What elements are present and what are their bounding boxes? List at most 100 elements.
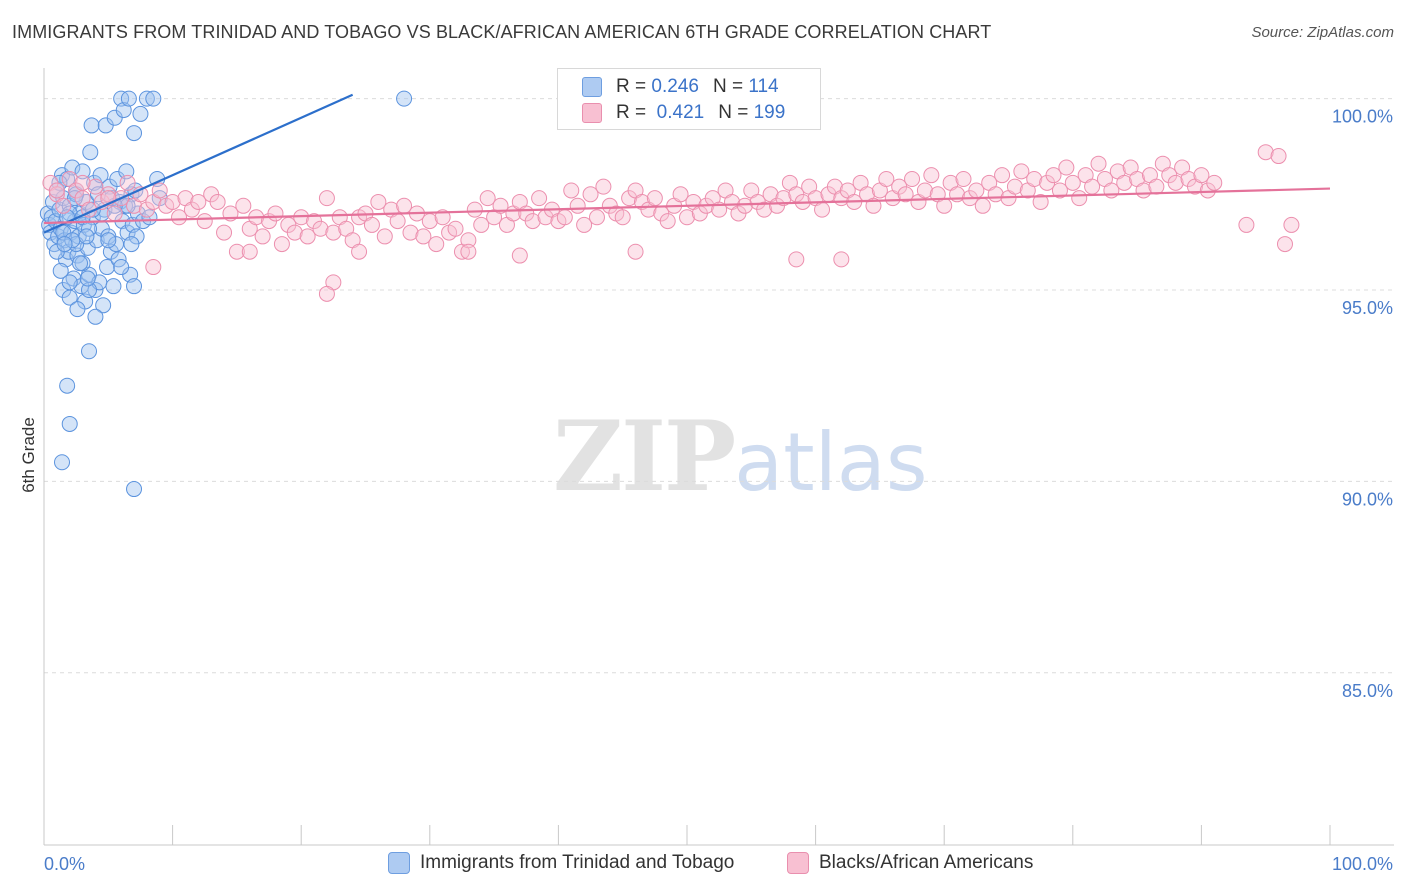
black-point — [318, 190, 335, 207]
black-point — [151, 182, 168, 199]
legend-r-value: 0.421 — [656, 102, 705, 123]
black-point — [1193, 167, 1210, 184]
black-point — [447, 220, 464, 237]
trinidad-point — [100, 232, 117, 249]
black-point — [814, 201, 831, 218]
black-point — [100, 186, 117, 203]
black-point — [1148, 178, 1165, 195]
black-point — [1116, 174, 1133, 191]
black-point — [788, 251, 805, 268]
black-point — [190, 193, 207, 210]
black-point — [466, 201, 483, 218]
black-point — [878, 171, 895, 187]
x-tick-label-min: 0.0% — [44, 854, 85, 874]
black-point — [994, 167, 1011, 184]
black-point — [1071, 190, 1088, 207]
black-point — [833, 251, 850, 268]
black-point — [492, 197, 509, 214]
black-point — [402, 224, 419, 241]
black-point — [209, 193, 226, 210]
trend-lines — [43, 93, 1331, 234]
black-point — [241, 243, 258, 260]
black-point — [531, 190, 548, 207]
trinidad-point — [99, 259, 116, 276]
black-point — [428, 236, 445, 253]
trinidad-point — [81, 343, 98, 360]
black-point — [363, 216, 380, 233]
trinidad-point — [126, 278, 143, 295]
black-point — [318, 285, 335, 302]
black-point — [679, 209, 695, 226]
black-point — [479, 190, 496, 207]
black-point — [460, 243, 477, 260]
bottom-legend-label-trinidad: Immigrants from Trinidad and Tobago — [420, 852, 735, 873]
trinidad-point — [118, 163, 135, 180]
black-point — [1064, 174, 1081, 191]
bottom-legend-black: Blacks/African Americans — [787, 852, 1033, 874]
black-point — [1045, 167, 1062, 184]
trinidad-point — [74, 163, 91, 180]
black-point — [473, 216, 490, 233]
y-tick-label: 100.0% — [1332, 107, 1393, 127]
trinidad-point — [145, 90, 162, 107]
black-point — [646, 190, 663, 207]
tick-labels: 100.0% 95.0% 90.0% 85.0% 0.0% 100.0% — [44, 107, 1393, 874]
black-point — [1032, 193, 1049, 210]
black-point — [1167, 174, 1184, 191]
watermark-zip: ZIP — [553, 400, 736, 513]
black-point — [376, 228, 393, 245]
black-point — [460, 232, 477, 249]
bottom-legend-swatch-trinidad — [388, 852, 410, 874]
black-point — [1026, 171, 1043, 187]
bottom-legend-trinidad: Immigrants from Trinidad and Tobago — [388, 852, 734, 874]
watermark: ZIPatlas — [553, 400, 928, 513]
black-point — [955, 171, 972, 187]
black-point — [171, 209, 188, 226]
chart-title: IMMIGRANTS FROM TRINIDAD AND TOBAGO VS B… — [12, 22, 992, 42]
trinidad-trend-line — [43, 93, 354, 234]
y-tick-label: 95.0% — [1342, 298, 1393, 318]
black-point — [897, 186, 914, 203]
legend-n-label: N = — [718, 102, 749, 123]
black-point — [672, 186, 689, 203]
legend-r-label: R = — [616, 76, 647, 97]
black-point — [627, 243, 644, 260]
black-point — [415, 228, 432, 245]
y-axis-label: 6th Grade — [19, 417, 38, 493]
black-point — [556, 209, 573, 226]
black-point — [216, 224, 233, 241]
black-point — [614, 209, 631, 226]
black-point — [325, 224, 342, 241]
black-point — [736, 197, 753, 214]
black-point — [1051, 182, 1068, 199]
black-point — [370, 193, 387, 210]
legend-n-value: 114 — [748, 76, 779, 97]
legend-box: R = 0.246 N = 114 R = 0.421 N = 199 — [557, 68, 821, 130]
black-point — [756, 201, 773, 218]
legend-r-value: 0.246 — [651, 76, 699, 97]
black-point — [235, 197, 252, 214]
trinidad-point — [56, 236, 73, 253]
trinidad-point — [87, 308, 104, 325]
legend-n-label: N = — [712, 76, 744, 97]
black-point — [582, 186, 599, 203]
black-point — [267, 205, 284, 222]
black-point — [511, 247, 528, 264]
black-point — [916, 182, 933, 199]
black-point — [119, 174, 136, 191]
trinidad-point — [123, 236, 140, 253]
trinidad-point — [69, 301, 86, 318]
black-point — [775, 190, 792, 207]
black-point — [576, 216, 593, 233]
black-point — [106, 205, 123, 222]
y-tick-label: 85.0% — [1342, 681, 1393, 701]
black-point — [1276, 236, 1293, 253]
black-point — [228, 243, 245, 260]
y-tick-label: 90.0% — [1342, 489, 1393, 509]
trinidad-point — [138, 90, 155, 107]
trinidad-point — [87, 282, 104, 298]
black-point — [936, 197, 953, 214]
black-point — [659, 213, 676, 230]
trinidad-point — [61, 415, 78, 432]
